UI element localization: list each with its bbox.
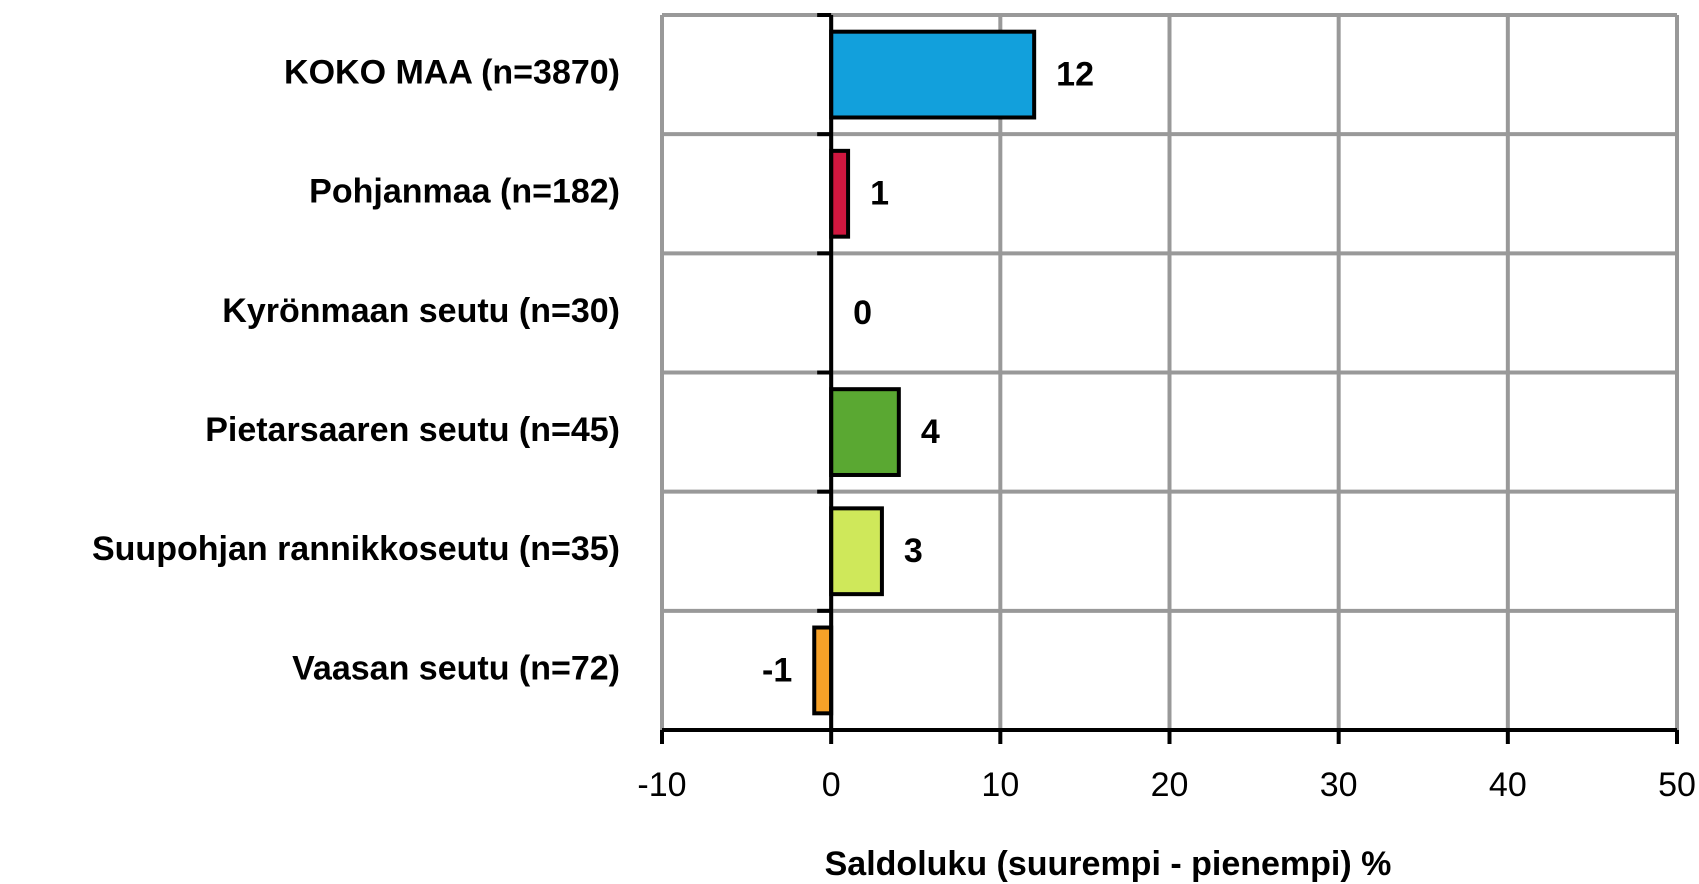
data-label: -1 — [762, 651, 792, 689]
y-tick-label: Kyrönmaan seutu (n=30) — [222, 292, 620, 330]
data-label: 3 — [904, 532, 923, 570]
x-tick-label: 40 — [1489, 766, 1527, 804]
x-tick-label: 0 — [822, 766, 841, 804]
bar — [829, 148, 851, 239]
bar — [829, 387, 901, 477]
bar — [812, 625, 834, 716]
y-tick-label: KOKO MAA (n=3870) — [284, 54, 620, 92]
x-tick-label: 30 — [1320, 766, 1358, 804]
x-tick-label: 50 — [1658, 766, 1696, 804]
y-tick-label: Pohjanmaa (n=182) — [309, 173, 620, 211]
x-tick-label: 20 — [1151, 766, 1189, 804]
y-tick-label: Suupohjan rannikkoseutu (n=35) — [92, 530, 620, 568]
y-tick-label: Vaasan seutu (n=72) — [292, 649, 620, 687]
data-label: 12 — [1056, 56, 1094, 94]
x-tick-label: 10 — [981, 766, 1019, 804]
bar — [829, 506, 884, 597]
data-label: 4 — [921, 413, 940, 451]
x-axis-title: Saldoluku (suurempi - pienempi) % — [825, 845, 1392, 883]
data-label: 0 — [853, 294, 872, 332]
bar — [829, 29, 1037, 120]
y-tick-label: Pietarsaaren seutu (n=45) — [205, 411, 620, 449]
x-tick-label: -10 — [637, 766, 686, 804]
data-label: 1 — [870, 175, 889, 213]
